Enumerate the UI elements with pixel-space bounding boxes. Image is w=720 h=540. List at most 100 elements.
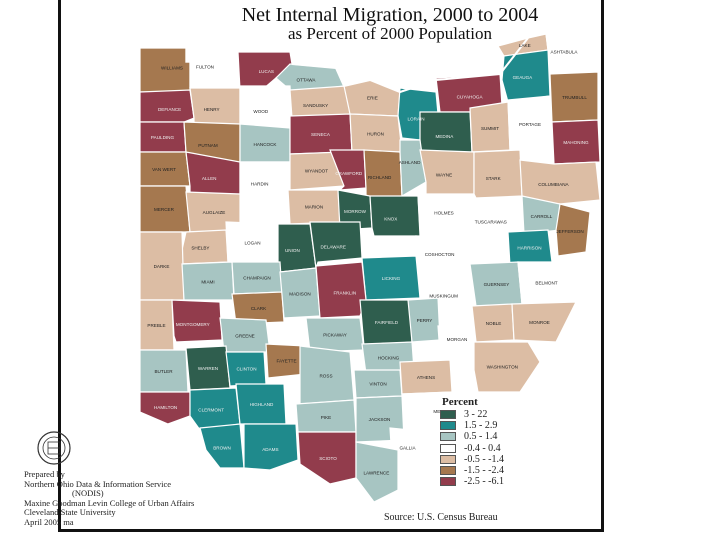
legend-label: 0.5 - 1.4: [464, 431, 498, 443]
county-label: ASHLAND: [399, 160, 421, 165]
county-label: HAMILTON: [154, 405, 177, 410]
county-label: KNOX: [384, 216, 397, 221]
county-label: PORTAGE: [519, 122, 541, 127]
legend-item: -1.5 - -2.4: [440, 465, 504, 476]
county-label: FAIRFIELD: [375, 320, 399, 325]
credits-line: Northern Ohio Data & Information Service: [24, 478, 172, 489]
legend-item: 0.5 - 1.4: [440, 431, 504, 442]
county-label: MERCER: [154, 207, 175, 212]
county-label: ASHTABULA: [551, 50, 579, 55]
county-label: LUCAS: [259, 69, 274, 74]
county-label: VAN WERT: [152, 167, 176, 172]
legend-item: -0.4 - 0.4: [440, 443, 504, 454]
county-label: MONTGOMERY: [176, 322, 210, 327]
county-sandusky: [289, 85, 351, 119]
county-label: JEFFERSON: [556, 229, 583, 234]
county-label: WARREN: [198, 366, 218, 371]
county-meigs: [401, 391, 471, 431]
legend-swatch: [440, 410, 456, 420]
map-subtitle: as Percent of 2000 Population: [288, 24, 492, 43]
county-label: HENRY: [204, 107, 220, 112]
county-defiance: [139, 89, 195, 123]
county-label: PUTNAM: [198, 143, 218, 148]
county-label: LORAIN: [407, 116, 424, 121]
university-seal-icon: [37, 431, 71, 465]
county-label: MONROE: [529, 320, 550, 325]
credits-line: Prepared by: [24, 469, 65, 479]
county-label: GREENE: [235, 334, 254, 339]
county-label: MADISON: [289, 292, 310, 297]
county-label: MORROW: [344, 209, 367, 214]
legend-item: 3 - 22: [440, 409, 504, 420]
county-label: MIAMI: [201, 280, 214, 285]
legend-item: 1.5 - 2.9: [440, 420, 504, 431]
county-label: CUYAHOGA: [457, 94, 484, 99]
legend-swatch: [440, 432, 456, 442]
county-clark: [231, 291, 285, 325]
county-knox: [369, 195, 421, 237]
county-label: DEFIANCE: [158, 107, 181, 112]
credits: Prepared by Northern Ohio Data & Informa…: [24, 469, 195, 528]
county-label: HIGHLAND: [250, 402, 274, 407]
county-label: FAYETTE: [276, 359, 296, 364]
county-label: MARION: [305, 205, 323, 210]
county-label: HOLMES: [434, 211, 453, 216]
county-jefferson: [555, 203, 591, 257]
county-label: AUGLAIZE: [203, 210, 226, 215]
county-montgomery: [171, 299, 223, 343]
county-wayne: [419, 149, 475, 195]
county-label: SANDUSKY: [303, 103, 328, 108]
county-label: SENECA: [311, 132, 331, 137]
lake-erie-shoreline: [291, 37, 529, 94]
county-label: MAHONING: [563, 140, 589, 145]
county-label: GUERNSEY: [484, 282, 510, 287]
county-label: RICHLAND: [368, 175, 392, 180]
county-label: BROWN: [213, 446, 231, 451]
county-label: MUSKINGUM: [429, 293, 458, 298]
county-label: DARKE: [154, 264, 170, 269]
legend-label: 1.5 - 2.9: [464, 420, 498, 432]
credits-line: April 2005 ma: [24, 516, 74, 527]
county-adams: [243, 423, 299, 471]
county-label: HARDIN: [251, 182, 269, 187]
county-label: VINTON: [369, 382, 386, 387]
county-crawford: [329, 149, 367, 191]
county-label: NOBLE: [486, 321, 502, 326]
legend-item: -0.5 - -1.4: [440, 454, 504, 465]
county-label: SUMMIT: [481, 126, 499, 131]
county-label: TRUMBULL: [562, 95, 587, 100]
county-label: JACKSON: [369, 417, 391, 422]
county-delaware: [309, 221, 363, 269]
county-label: ALLEN: [202, 176, 217, 181]
county-scioto: [297, 431, 357, 485]
county-label: LAWRENCE: [363, 470, 389, 475]
legend-title: Percent: [442, 396, 478, 408]
county-label: ERIE: [367, 96, 378, 101]
county-medina: [419, 111, 473, 155]
source-note: Source: U.S. Census Bureau: [384, 512, 498, 523]
county-label: HARRISON: [517, 246, 541, 251]
county-mahoning: [551, 119, 601, 165]
legend-label: -1.5 - -2.4: [464, 465, 504, 477]
county-label: CLERMONT: [198, 408, 224, 413]
credits-line: Maxine Goodman Levin College of Urban Af…: [24, 497, 195, 508]
county-label: HOCKING: [378, 356, 400, 361]
county-label: CLINTON: [236, 367, 256, 372]
county-label: PERRY: [417, 318, 433, 323]
legend-swatch: [440, 443, 456, 453]
legend-label: -0.5 - -1.4: [464, 453, 504, 465]
county-label: PAULDING: [151, 135, 175, 140]
county-label: CHAMPAIGN: [243, 276, 270, 281]
county-label: PREBLE: [147, 323, 165, 328]
legend: Percent 3 - 22 1.5 - 2.9 0.5 - 1.4 -0.4 - 0…: [440, 396, 504, 487]
county-label: OTTAWA: [297, 78, 317, 83]
county-ashland: [399, 139, 427, 198]
legend-swatch: [440, 454, 456, 464]
county-label: WOOD: [253, 109, 268, 114]
county-stark: [473, 149, 523, 199]
county-label: SCIOTO: [319, 456, 337, 461]
county-label: BELMONT: [535, 281, 557, 286]
credits-line: (NODIS): [72, 488, 104, 499]
legend-label: 3 - 22: [464, 409, 488, 421]
